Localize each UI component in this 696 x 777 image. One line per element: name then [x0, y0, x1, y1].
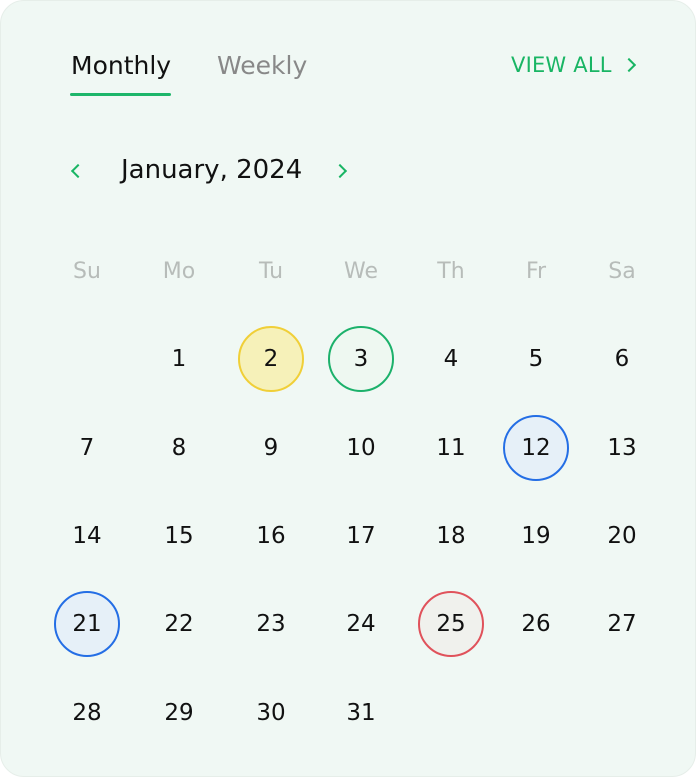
day-cell-31[interactable]: 31	[346, 700, 376, 726]
day-cell-30[interactable]: 30	[256, 700, 286, 726]
weekday-th: Th	[437, 259, 465, 284]
day-cell-11[interactable]: 11	[436, 435, 466, 461]
day-cell-2[interactable]: 2	[238, 326, 304, 392]
day-cell-6[interactable]: 6	[614, 346, 630, 372]
day-cell-17[interactable]: 17	[346, 523, 376, 549]
month-navigation: January, 2024	[1, 153, 695, 191]
day-cell-13[interactable]: 13	[607, 435, 637, 461]
day-cell-15[interactable]: 15	[164, 523, 194, 549]
day-cell-20[interactable]: 20	[607, 523, 637, 549]
day-cell-23[interactable]: 23	[256, 611, 286, 637]
day-cell-19[interactable]: 19	[521, 523, 551, 549]
day-cell-9[interactable]: 9	[263, 435, 279, 461]
weekday-sa: Sa	[608, 259, 636, 284]
day-cell-4[interactable]: 4	[443, 346, 459, 372]
day-cell-8[interactable]: 8	[171, 435, 187, 461]
previous-month-button[interactable]	[70, 161, 91, 179]
day-cell-21[interactable]: 21	[54, 591, 120, 657]
day-cell-14[interactable]: 14	[72, 523, 102, 549]
day-cell-25[interactable]: 25	[418, 591, 484, 657]
chevron-right-icon	[332, 163, 348, 179]
tab-weekly[interactable]: Weekly	[217, 51, 308, 80]
day-cell-26[interactable]: 26	[521, 611, 551, 637]
view-all-label: VIEW ALL	[511, 53, 612, 77]
month-label: January, 2024	[121, 155, 303, 185]
tab-monthly[interactable]: Monthly	[71, 51, 172, 80]
day-cell-28[interactable]: 28	[72, 700, 102, 726]
weekday-fr: Fr	[525, 259, 547, 284]
day-cell-27[interactable]: 27	[607, 611, 637, 637]
day-cell-5[interactable]: 5	[528, 346, 544, 372]
day-cell-18[interactable]: 18	[436, 523, 466, 549]
active-tab-indicator	[70, 93, 171, 96]
weekday-mo: Mo	[162, 259, 196, 284]
view-all-button[interactable]: VIEW ALL	[511, 53, 636, 77]
weekday-tu: Tu	[258, 259, 284, 284]
next-month-button[interactable]	[332, 161, 353, 179]
day-cell-3[interactable]: 3	[328, 326, 394, 392]
day-cell-12[interactable]: 12	[503, 415, 569, 481]
day-cell-1[interactable]: 1	[171, 346, 187, 372]
chevron-right-icon	[621, 57, 636, 73]
day-cell-16[interactable]: 16	[256, 523, 286, 549]
day-cell-22[interactable]: 22	[164, 611, 194, 637]
day-cell-29[interactable]: 29	[164, 700, 194, 726]
weekday-su: Su	[73, 259, 101, 284]
chevron-left-icon	[70, 163, 86, 179]
weekday-we: We	[344, 259, 378, 284]
day-cell-10[interactable]: 10	[346, 435, 376, 461]
day-cell-7[interactable]: 7	[79, 435, 95, 461]
day-cell-24[interactable]: 24	[346, 611, 376, 637]
